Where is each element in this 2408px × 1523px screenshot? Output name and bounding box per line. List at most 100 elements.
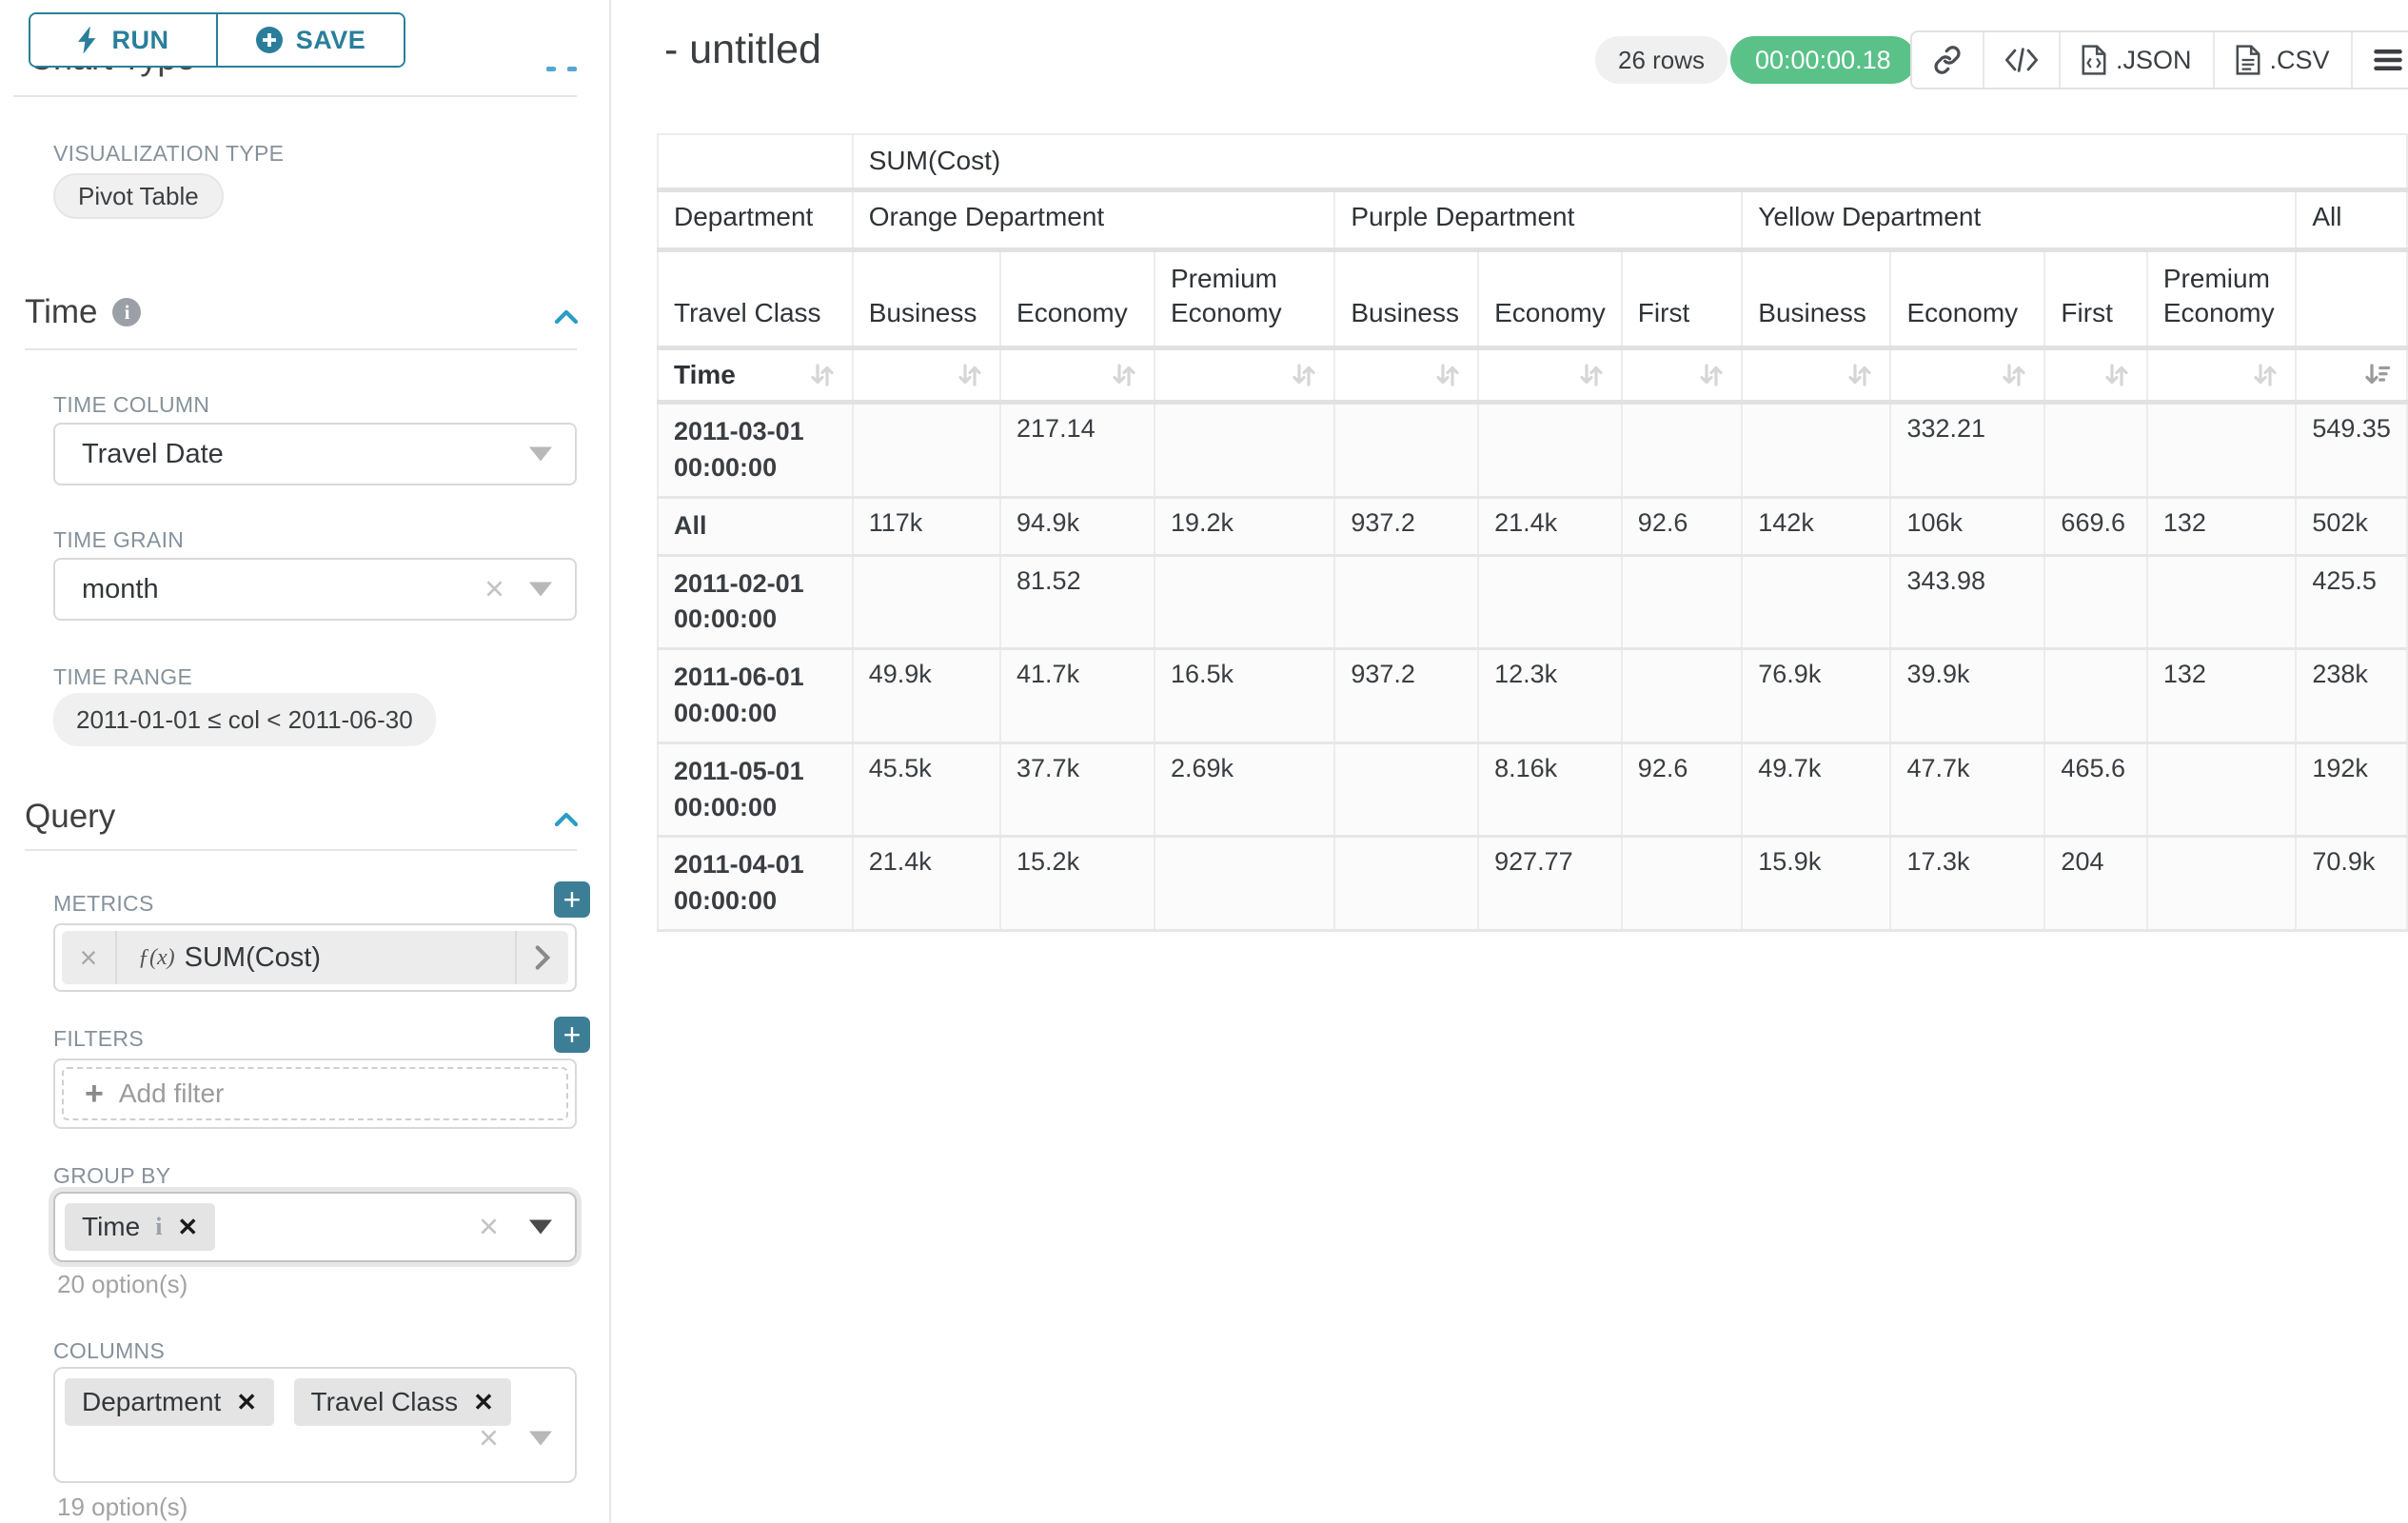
add-metric-button[interactable]: + [554,881,590,918]
sort-descending-icon[interactable] [2362,361,2391,389]
sort-cell-active[interactable] [2295,346,2408,405]
pivot-col-group-header: Purple Department [1333,188,1744,252]
hamburger-icon [2373,49,2402,70]
pivot-sub-col-header: First [1620,248,1744,351]
sort-icon[interactable] [1290,361,1318,389]
sort-cell[interactable] [999,346,1155,405]
pivot-col-group-header: All [2295,188,2408,252]
group-by-select[interactable]: Time i ✕ × [53,1192,577,1262]
copy-link-button[interactable] [1912,32,1984,88]
viz-type-pill[interactable]: Pivot Table [53,173,224,219]
pivot-cell: 927.77 [1477,835,1623,933]
sort-icon[interactable] [1433,361,1462,389]
sort-cell[interactable] [1889,346,2046,405]
sort-icon[interactable] [1110,361,1138,389]
pivot-sub-col-header: Economy [999,248,1155,351]
tag-label: Department [82,1387,222,1416]
pivot-cell: 17.3k [1889,835,2046,933]
pivot-cell: 41.7k [999,647,1155,744]
sort-cell[interactable] [1741,346,1892,405]
sort-icon[interactable] [956,361,984,389]
divider [13,95,577,97]
collapse-chevron-icon[interactable] [552,303,581,331]
export-csv-button[interactable]: .CSV [2215,32,2353,88]
metric-pill[interactable]: × ƒ(x) SUM(Cost) [62,931,568,984]
sort-icon[interactable] [2102,361,2131,389]
time-column-select[interactable]: Travel Date [53,423,577,485]
run-button[interactable]: RUN [30,14,218,66]
time-range-pill[interactable]: 2011-01-01 ≤ col < 2011-06-30 [53,693,436,746]
pivot-cell: 16.5k [1153,647,1336,744]
columns-select[interactable]: Department ✕ Travel Class ✕ × [53,1367,577,1483]
expand-metric-icon[interactable] [515,931,568,984]
pivot-corner-cell [657,133,854,192]
pivot-cell: 937.2 [1333,647,1480,744]
clear-icon[interactable]: × [484,568,504,608]
pivot-cell: 92.6 [1620,496,1744,557]
pivot-row-label: 2011-02-01 00:00:00 [657,554,854,651]
pivot-cell: 49.7k [1741,742,1892,839]
columns-tag[interactable]: Department ✕ [65,1378,275,1426]
clear-icon[interactable]: × [478,1417,499,1457]
viz-type-label: VISUALIZATION TYPE [53,141,285,166]
pivot-table: SUM(Cost) Department Orange Department Purp… [657,133,2408,933]
sort-icon[interactable] [2251,361,2280,389]
columns-tag[interactable]: Travel Class ✕ [293,1378,511,1426]
group-by-tag[interactable]: Time i ✕ [65,1203,216,1251]
pivot-cell: 549.35 [2295,401,2408,499]
table-row: All 117k 94.9k 19.2k 937.2 21.4k 92.6 142k 106k 6… [657,496,2408,557]
row-dimension-sort-cell[interactable]: Time [657,346,854,405]
time-grain-select[interactable]: month × [53,558,577,621]
collapse-chevron-icon[interactable] [552,805,581,834]
sort-cell[interactable] [2145,346,2298,405]
info-icon: i [112,298,142,326]
remove-metric-icon[interactable]: × [62,931,117,984]
pivot-cell [2043,401,2148,499]
pivot-cell: 669.6 [2043,496,2148,557]
pivot-cell [2145,742,2298,839]
sort-icon[interactable] [808,361,837,389]
pivot-cell [1741,401,1892,499]
query-section-title: Query [25,798,116,835]
remove-tag-icon[interactable]: ✕ [177,1212,199,1241]
menu-button[interactable] [2353,32,2408,88]
sort-icon[interactable] [1577,361,1606,389]
sort-icon[interactable] [1697,361,1726,389]
sort-icon[interactable] [2000,361,2028,389]
pivot-row-label: 2011-03-01 00:00:00 [657,401,854,499]
pivot-cell: 76.9k [1741,647,1892,744]
file-text-icon [2236,45,2260,75]
pivot-cell: 21.4k [851,835,1002,933]
sort-cell[interactable] [1477,346,1623,405]
pivot-cell: 106k [1889,496,2046,557]
pivot-cell [1153,401,1336,499]
pivot-cell: 502k [2295,496,2408,557]
sort-icon[interactable] [1845,361,1874,389]
chevron-down-icon [529,582,552,597]
sort-cell[interactable] [2043,346,2148,405]
chart-title[interactable]: - untitled [664,27,821,72]
remove-tag-icon[interactable]: ✕ [473,1387,494,1416]
pivot-cell: 70.9k [2295,835,2408,933]
table-row: 2011-04-01 00:00:00 21.4k 15.2k 927.77 15.9k… [657,835,2408,933]
pivot-sub-col-header: Business [851,248,1002,351]
pivot-cell [2145,835,2298,933]
pivot-cell [1620,401,1744,499]
embed-code-button[interactable] [1984,32,2061,88]
sort-cell[interactable] [1620,346,1744,405]
pivot-cell [2043,647,2148,744]
export-json-button[interactable]: .JSON [2061,32,2215,88]
clear-icon[interactable]: × [478,1206,499,1246]
save-button[interactable]: SAVE [218,14,404,66]
remove-tag-icon[interactable]: ✕ [236,1387,258,1416]
pivot-cell: 39.9k [1889,647,2046,744]
time-column-value: Travel Date [82,438,224,469]
add-filter-button[interactable]: + Add filter [62,1067,568,1120]
add-filter-plus-button[interactable]: + [554,1017,590,1053]
sort-cell[interactable] [851,346,1002,405]
pivot-col-group-header: Orange Department [851,188,1336,252]
sort-cell[interactable] [1333,346,1480,405]
query-section-heading: Query [25,798,115,836]
time-grain-value: month [82,573,159,604]
sort-cell[interactable] [1153,346,1336,405]
